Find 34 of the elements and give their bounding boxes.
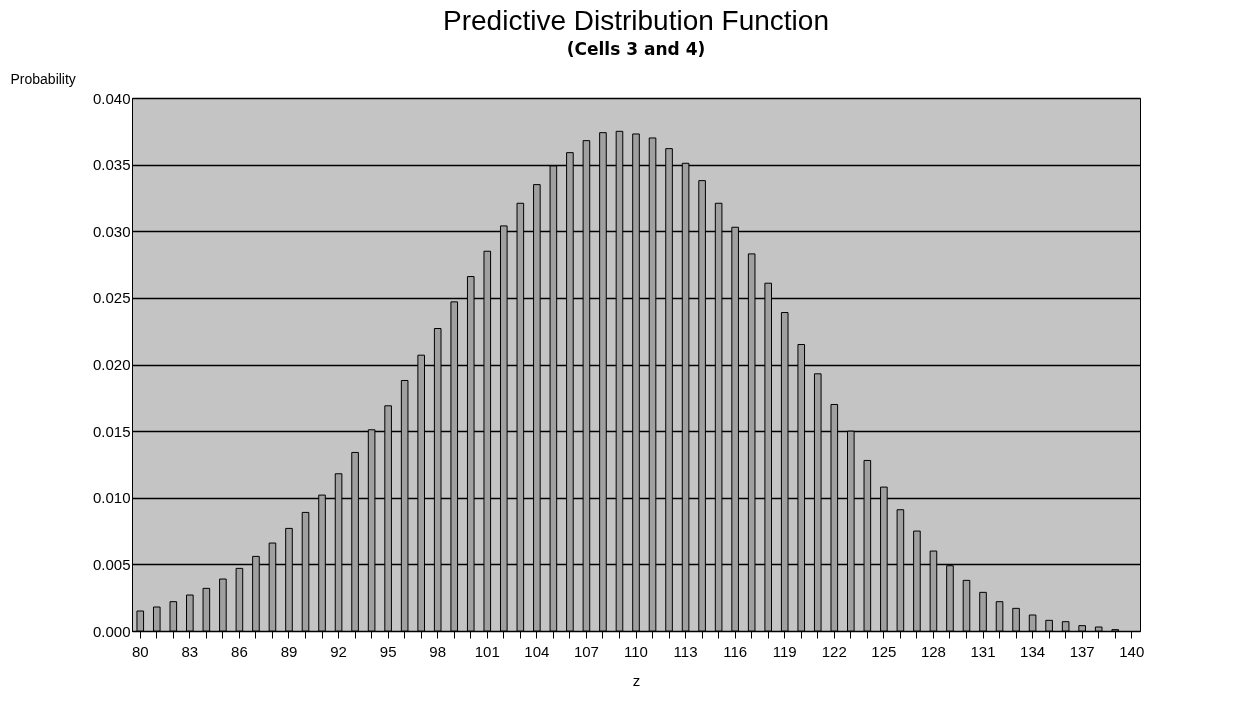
y-tick-label: 0.030 — [92, 222, 131, 240]
x-tick-label: 110 — [624, 642, 648, 660]
x-tick-label: 140 — [1119, 642, 1145, 660]
x-tick-label: 125 — [871, 642, 897, 660]
y-tick-label: 0.010 — [92, 489, 131, 507]
x-tick-label: 92 — [330, 642, 347, 660]
chart-title: Predictive Distribution Function — [443, 5, 829, 36]
y-tick-label: 0.025 — [92, 289, 131, 307]
y-axis-title: Probability — [10, 70, 76, 87]
x-tick-label: 119 — [772, 642, 797, 660]
x-tick-label: 131 — [970, 642, 996, 660]
x-tick-label: 86 — [231, 642, 248, 660]
x-axis-title: z — [632, 671, 641, 689]
x-tick-label: 107 — [573, 642, 599, 660]
x-tick-label: 101 — [474, 642, 500, 660]
x-tick-label: 83 — [181, 642, 199, 660]
y-tick-label: 0.040 — [92, 89, 131, 107]
x-tick-label: 134 — [1020, 642, 1046, 660]
x-tick-label: 137 — [1069, 642, 1095, 660]
x-tick-label: 104 — [524, 642, 550, 660]
chart-subtitle: (Cells 3 and 4) — [566, 39, 706, 59]
y-tick-label: 0.035 — [92, 156, 131, 174]
x-tick-label: 122 — [821, 642, 847, 660]
x-tick-label: 128 — [920, 642, 946, 660]
x-tick-label: 89 — [280, 642, 298, 660]
x-tick-label: 80 — [131, 642, 149, 660]
x-tick-label: 98 — [429, 642, 447, 660]
y-tick-label: 0.005 — [92, 555, 131, 573]
y-tick-label: 0.020 — [92, 356, 131, 373]
x-tick-label: 95 — [379, 642, 397, 660]
x-tick-label: 113 — [673, 642, 698, 660]
y-tick-label: 0.015 — [92, 422, 131, 440]
x-tick-label: 116 — [723, 642, 748, 660]
y-tick-label: 0.000 — [92, 622, 131, 640]
